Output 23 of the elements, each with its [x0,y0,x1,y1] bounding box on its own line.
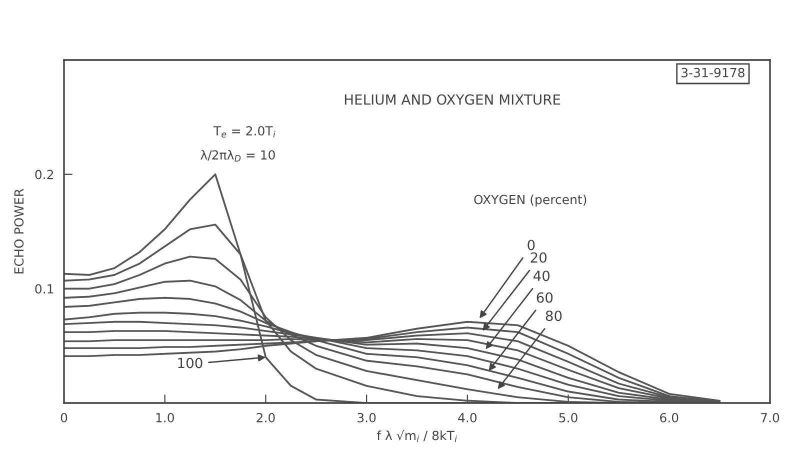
annotation: 60 [536,292,553,303]
x-tick-label: 7.0 [761,412,780,422]
annotation: 80 [546,310,562,322]
y-tick-label: 0.1 [35,284,54,294]
x-tick-label: 5.0 [559,412,578,422]
y-tick-label: 0.2 [35,170,54,180]
annotation: 40 [533,270,550,282]
annotation: λ/2πλ$_{D}$ = 10 [200,150,275,162]
annotation: OXYGEN (percent) [474,194,586,207]
annotation: 20 [530,252,547,263]
x-axis-title: f λ √m$_{i}$ / 8kT$_{i}$ [376,430,457,442]
annotation: 0 [528,240,535,250]
annotation: T$_{e}$ = 2.0T$_{i}$ [213,126,276,138]
annotation: 100 [178,358,202,368]
y-axis-title: ECHO POWER [14,188,24,274]
x-tick-label: 3.0 [358,412,376,422]
annotation: 3-31-9178 [682,68,744,78]
x-tick-label: 4.0 [458,412,477,422]
text: HELIUM AND OXYGEN MIXTURE [344,94,560,105]
x-tick-label: 1.0 [156,412,174,422]
x-tick-label: 2.0 [256,412,275,422]
x-tick-label: 6.0 [660,412,678,422]
x-tick-label: 0 [60,412,68,422]
